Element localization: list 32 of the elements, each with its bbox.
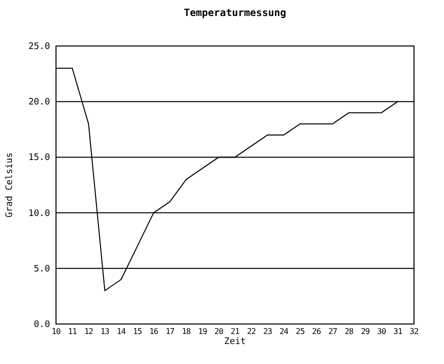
x-tick-label: 16: [149, 327, 159, 336]
x-tick-label: 28: [344, 327, 354, 336]
x-tick-label: 10: [52, 327, 61, 336]
x-tick-label: 13: [100, 327, 110, 336]
x-tick-label: 22: [246, 327, 256, 336]
y-tick-label: 5.0: [34, 264, 50, 274]
x-tick-label: 14: [116, 327, 126, 336]
x-tick-label: 30: [377, 327, 386, 336]
x-tick-label: 29: [360, 327, 370, 336]
x-tick-label: 24: [280, 327, 289, 336]
y-tick-label: 15.0: [28, 153, 50, 164]
x-axis-title: Zeit: [224, 337, 246, 347]
x-tick-label: 12: [84, 327, 94, 336]
y-axis-title: Grad Celsius: [5, 152, 15, 218]
x-tick-label: 25: [296, 327, 306, 336]
x-tick-label: 27: [328, 327, 338, 336]
x-tick-label: 20: [214, 327, 224, 336]
x-tick-label: 32: [410, 327, 419, 336]
x-tick-label: 26: [312, 327, 322, 336]
x-tick-label: 21: [230, 327, 240, 336]
x-tick-label: 23: [263, 327, 273, 336]
x-tick-label: 19: [198, 327, 208, 336]
y-tick-label: 20.0: [28, 98, 50, 108]
x-tick-label: 17: [166, 327, 175, 336]
x-tick-label: 15: [133, 327, 142, 336]
x-tick-label: 31: [393, 327, 403, 336]
chart-title: Temperaturmessung: [184, 8, 286, 19]
y-tick-label: 0.0: [34, 320, 50, 330]
x-tick-label: 18: [182, 327, 192, 336]
x-tick-label: 11: [68, 327, 78, 336]
y-tick-label: 25.0: [28, 42, 50, 52]
y-tick-label: 10.0: [28, 208, 50, 219]
